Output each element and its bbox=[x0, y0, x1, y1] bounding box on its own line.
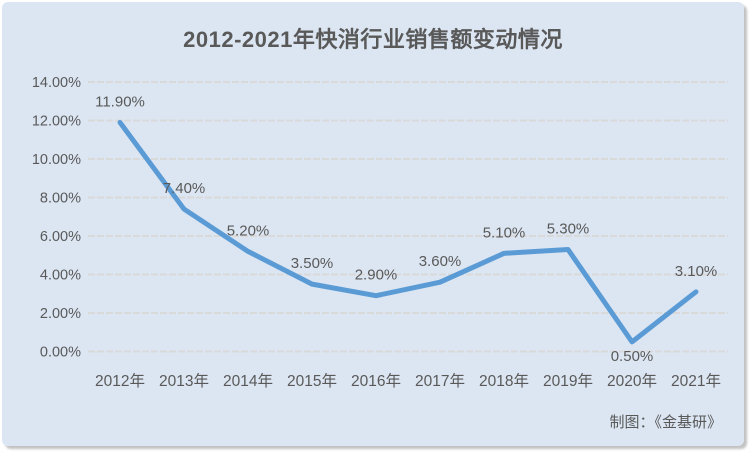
x-tick-label: 2019年 bbox=[543, 372, 593, 390]
data-label: 5.30% bbox=[547, 220, 590, 237]
x-tick-label: 2017年 bbox=[415, 372, 465, 390]
y-tick-label: 6.00% bbox=[40, 229, 81, 245]
data-label: 11.90% bbox=[95, 93, 145, 110]
x-tick-label: 2012年 bbox=[95, 372, 145, 390]
y-tick-label: 0.00% bbox=[40, 345, 81, 361]
x-tick-label: 2021年 bbox=[671, 372, 721, 390]
y-tick-label: 14.00% bbox=[32, 75, 81, 91]
line-series bbox=[117, 119, 699, 345]
y-tick-label: 2.00% bbox=[40, 306, 81, 322]
chart-card: 0.00% 2.00% 4.00% 6.00% 8.00% 10.00% 12.00% 14.… bbox=[2, 2, 744, 446]
data-label: 0.50% bbox=[611, 348, 654, 365]
y-tick-label: 12.00% bbox=[32, 114, 81, 130]
y-tick-label: 8.00% bbox=[40, 191, 81, 207]
y-tick-label: 10.00% bbox=[32, 152, 81, 168]
x-tick-label: 2014年 bbox=[223, 372, 273, 390]
data-label: 2.90% bbox=[355, 267, 398, 284]
data-label: 3.50% bbox=[291, 255, 334, 272]
data-label: 7.40% bbox=[163, 180, 206, 197]
x-tick-label: 2016年 bbox=[351, 372, 401, 390]
x-tick-label: 2020年 bbox=[607, 372, 657, 390]
data-label: 5.10% bbox=[483, 224, 526, 241]
data-label: 3.10% bbox=[675, 263, 718, 280]
data-label: 5.20% bbox=[227, 222, 270, 239]
x-tick-label: 2018年 bbox=[479, 372, 529, 390]
chart-credit: 制图：《金基研》 bbox=[609, 414, 722, 431]
x-tick-label: 2013年 bbox=[159, 372, 209, 390]
y-tick-label: 4.00% bbox=[40, 268, 81, 284]
x-tick-label: 2015年 bbox=[287, 372, 337, 390]
data-label: 3.60% bbox=[419, 253, 462, 270]
line-chart: 0.00% 2.00% 4.00% 6.00% 8.00% 10.00% 12.00% 14.… bbox=[32, 75, 728, 390]
chart-title: 2012-2021年快消行业销售额变动情况 bbox=[183, 27, 563, 52]
